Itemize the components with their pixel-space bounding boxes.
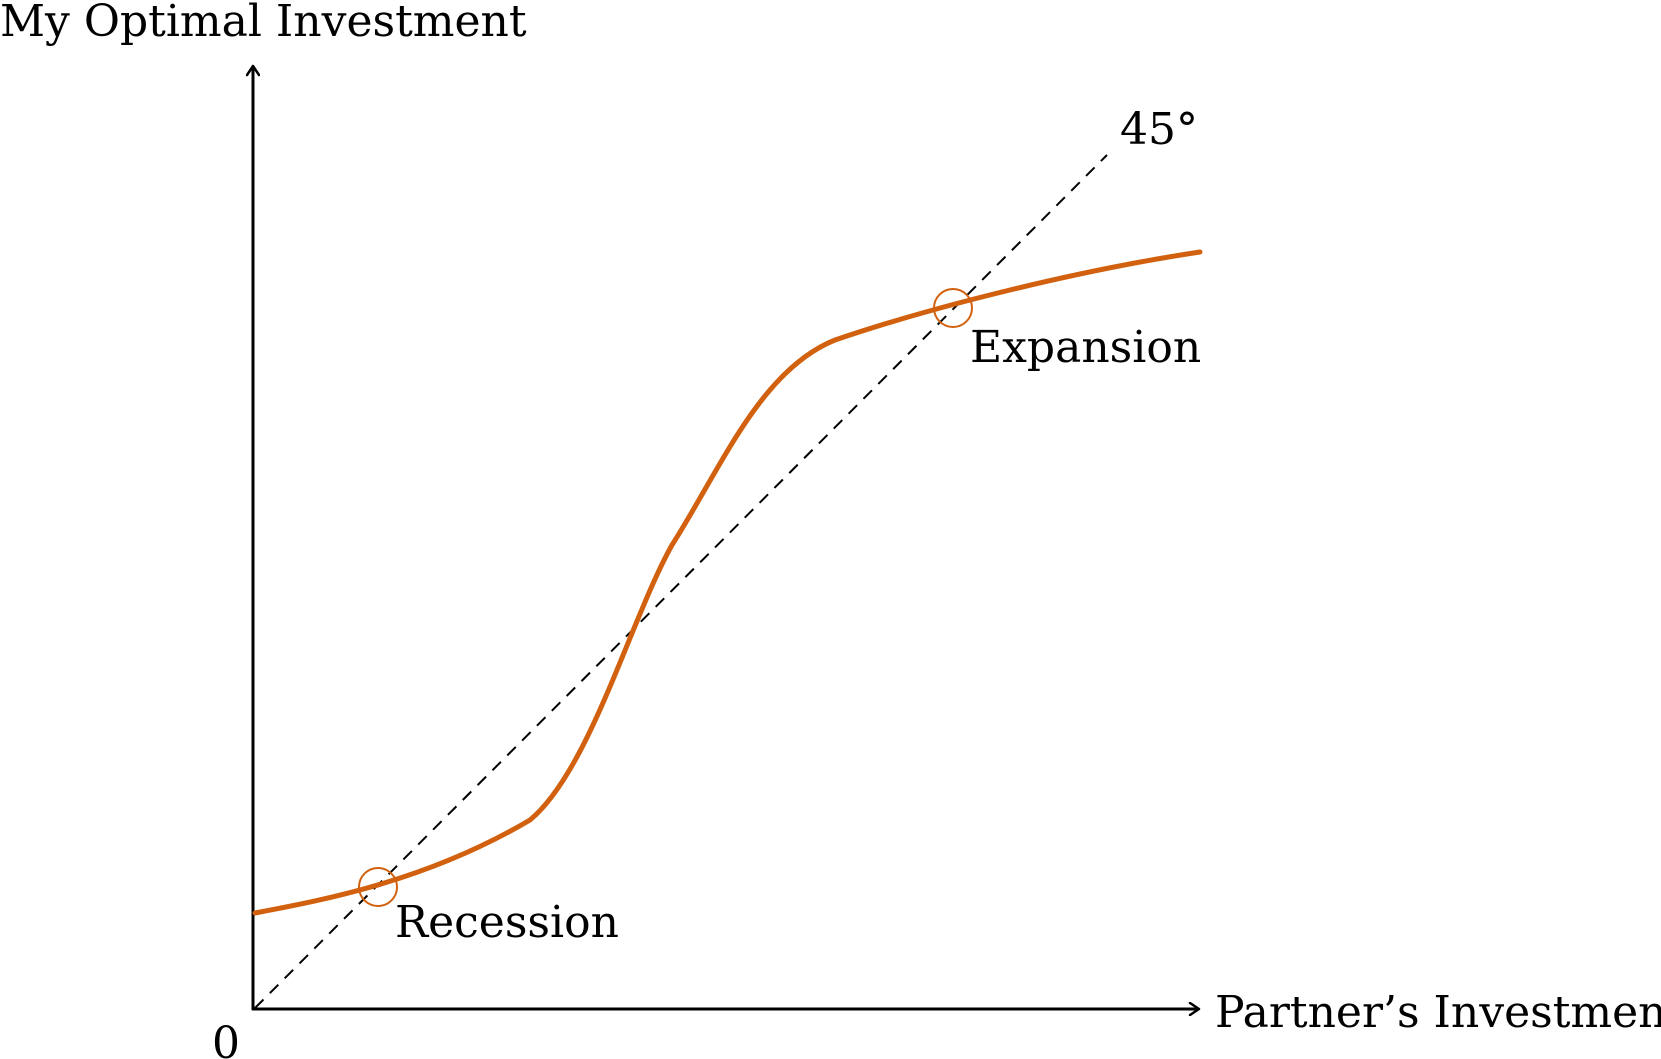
y-axis-label: My Optimal Investment xyxy=(0,0,527,47)
recession-equilibrium-marker xyxy=(358,867,398,907)
best-response-curve xyxy=(252,249,1203,916)
expansion-equilibrium-marker xyxy=(933,288,973,328)
origin-label: 0 xyxy=(212,1018,240,1059)
expansion-label: Expansion xyxy=(970,322,1201,373)
x-axis-label: Partner’s Investment xyxy=(1215,987,1661,1038)
recession-label: Recession xyxy=(395,897,619,948)
diagonal-angle-label: 45° xyxy=(1120,104,1198,155)
diagonal-45-line xyxy=(254,154,1108,1009)
